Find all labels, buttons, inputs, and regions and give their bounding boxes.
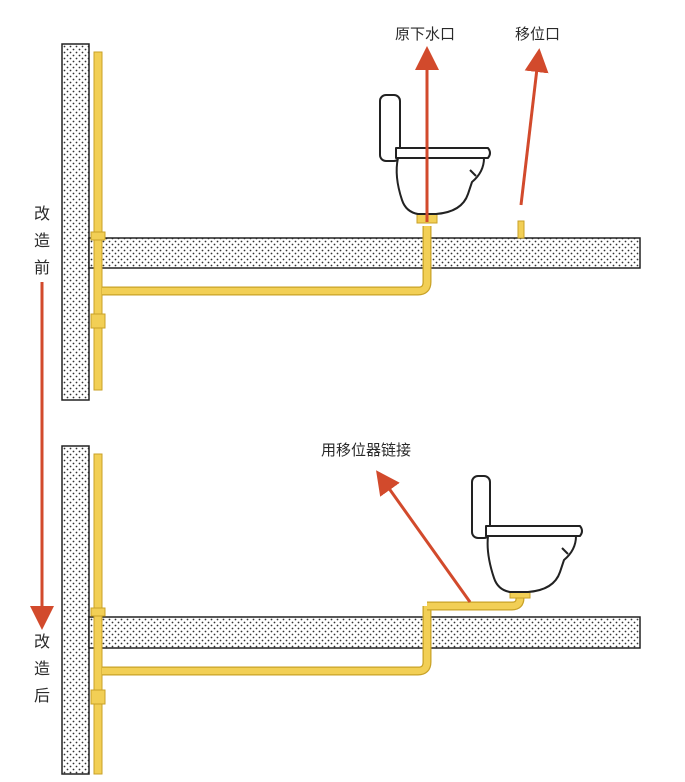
side-label-after-1: 改 bbox=[33, 632, 50, 651]
stack-pipe-before bbox=[93, 51, 103, 391]
after-section bbox=[61, 445, 641, 775]
floor-slab-after bbox=[88, 616, 641, 649]
toilet-after bbox=[471, 475, 583, 593]
side-label-before-1: 改 bbox=[33, 204, 50, 223]
toilet-before bbox=[379, 94, 491, 215]
pipe-collar-after-top bbox=[90, 607, 106, 617]
wall-after bbox=[61, 445, 90, 775]
side-label-before-3: 前 bbox=[33, 258, 50, 277]
pipe-collar-before-top bbox=[90, 231, 106, 241]
before-section bbox=[61, 43, 641, 401]
pipe-collar-before-bottom bbox=[90, 313, 106, 329]
label-shifter-connection: 用移位器链接 bbox=[321, 441, 412, 459]
side-label-before-2: 造 bbox=[33, 231, 50, 250]
floor-slab-before bbox=[88, 237, 641, 269]
relocated-outlet-stub bbox=[517, 220, 525, 239]
pipe-collar-after-bottom bbox=[90, 689, 106, 705]
label-relocated-outlet: 移位口 bbox=[515, 25, 561, 43]
shifter-connection-arrow bbox=[376, 470, 472, 603]
side-label-after-3: 后 bbox=[33, 686, 50, 705]
wall-before bbox=[61, 43, 90, 401]
relocated-outlet-arrow bbox=[519, 48, 549, 206]
label-original-drain: 原下水口 bbox=[395, 25, 456, 43]
side-label-after-2: 造 bbox=[33, 659, 50, 678]
